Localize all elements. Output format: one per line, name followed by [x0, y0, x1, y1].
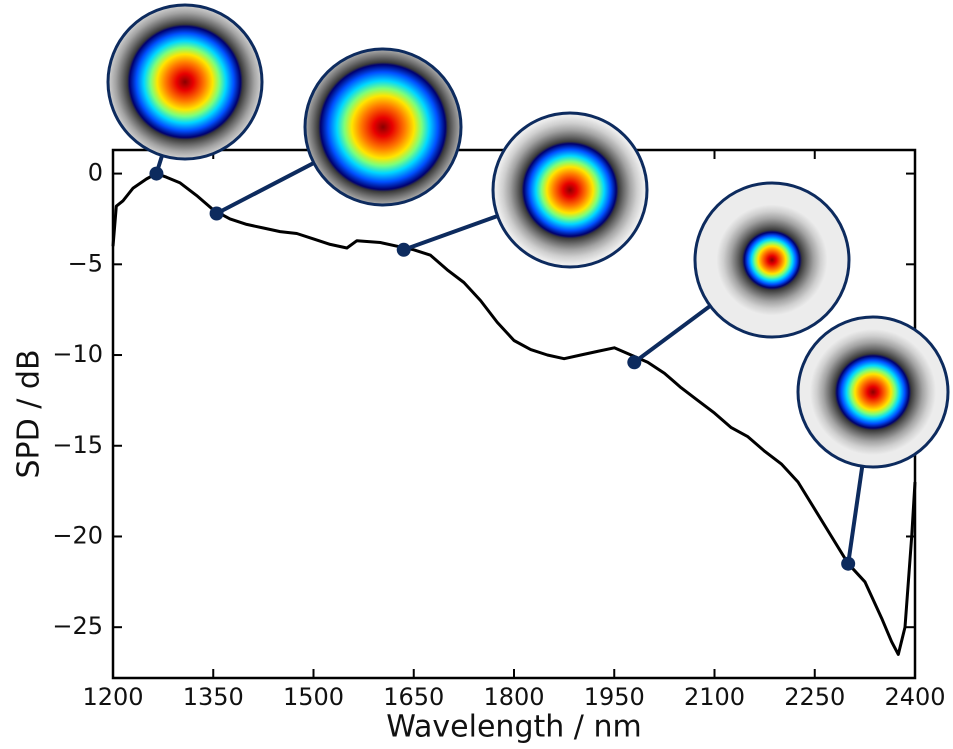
y-axis-label: SPD / dB — [12, 349, 47, 478]
marker — [209, 206, 224, 221]
y-tick-label: −25 — [52, 612, 103, 640]
marker — [841, 556, 856, 571]
mode-inset — [491, 111, 649, 269]
x-tick-label: 2400 — [884, 683, 945, 711]
y-tick-label: −5 — [68, 249, 103, 277]
y-tick-label: −20 — [52, 521, 103, 549]
x-tick-label: 2250 — [784, 683, 845, 711]
x-tick-label: 1800 — [483, 683, 544, 711]
x-tick-label: 2100 — [684, 683, 745, 711]
x-tick-label: 1950 — [584, 683, 645, 711]
y-tick-label: −15 — [52, 431, 103, 459]
x-axis-label: Wavelength / nm — [386, 710, 641, 745]
mode-inset — [106, 3, 264, 161]
marker — [149, 166, 164, 181]
mode-inset — [693, 181, 851, 339]
x-tick-label: 1500 — [283, 683, 344, 711]
x-tick-label: 1200 — [82, 683, 143, 711]
mode-inset — [796, 315, 950, 469]
marker — [627, 355, 642, 370]
x-tick-label: 1650 — [383, 683, 444, 711]
mode-inset — [303, 47, 463, 207]
x-tick-label: 1350 — [183, 683, 244, 711]
y-tick-label: 0 — [88, 159, 103, 187]
y-tick-label: −10 — [52, 340, 103, 368]
marker — [396, 242, 411, 257]
